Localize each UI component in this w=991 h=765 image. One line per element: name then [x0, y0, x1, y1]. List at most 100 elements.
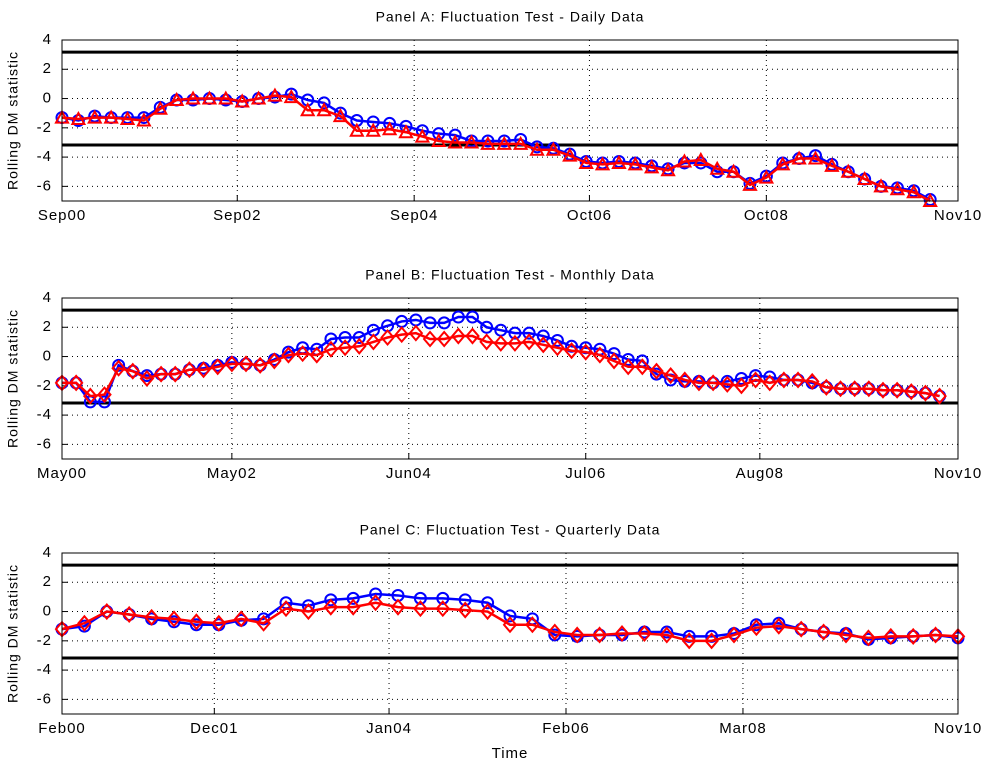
marker: [210, 358, 226, 376]
marker: [465, 327, 480, 345]
marker: [529, 141, 545, 156]
marker: [856, 170, 873, 186]
marker: [620, 358, 636, 376]
plot-area: [62, 553, 958, 714]
x-tick-label: Oct08: [744, 207, 789, 224]
y-tick-label: -6: [37, 435, 52, 452]
marker: [437, 316, 451, 330]
marker: [889, 381, 905, 399]
plot-frame: [61, 297, 959, 460]
marker: [125, 362, 141, 380]
marker: [928, 626, 943, 644]
marker: [578, 154, 594, 169]
marker: [166, 610, 182, 628]
marker: [497, 134, 511, 148]
chart-title: Panel C: Fluctuation Test - Quarterly Da…: [360, 522, 661, 538]
marker: [381, 121, 398, 136]
marker: [578, 343, 594, 361]
marker: [87, 109, 103, 124]
marker: [481, 134, 495, 148]
marker: [99, 603, 115, 621]
marker: [649, 362, 664, 380]
marker: [153, 365, 169, 383]
marker: [791, 150, 807, 165]
x-tick-label: Jan04: [366, 720, 412, 737]
marker: [480, 603, 495, 621]
marker: [819, 378, 834, 396]
marker: [883, 627, 899, 645]
y-tick-label: 4: [43, 31, 52, 48]
marker: [512, 135, 529, 150]
marker: [111, 359, 126, 377]
marker: [521, 333, 537, 351]
marker: [413, 600, 428, 618]
x-tick-label: May00: [37, 465, 87, 482]
marker: [677, 371, 693, 389]
x-tick-label: Feb06: [542, 720, 590, 737]
marker: [390, 598, 406, 616]
marker: [840, 163, 856, 178]
marker: [185, 90, 201, 105]
marker: [338, 331, 352, 345]
marker: [569, 626, 585, 644]
marker: [398, 124, 414, 139]
marker: [436, 591, 450, 605]
marker: [918, 384, 933, 402]
marker: [906, 184, 922, 199]
y-tick-label: -2: [37, 377, 52, 394]
y-axis-label: Rolling DM statistic: [5, 564, 21, 703]
marker: [447, 134, 463, 149]
x-tick-label: Dec01: [190, 720, 238, 737]
marker: [681, 632, 697, 650]
plot-area: [62, 298, 958, 459]
marker: [536, 329, 550, 343]
marker: [903, 383, 919, 401]
marker: [607, 347, 621, 361]
panel: Panel B: Fluctuation Test - Monthly Data…: [5, 267, 981, 482]
marker: [758, 169, 775, 184]
marker: [525, 616, 540, 634]
marker: [408, 324, 424, 342]
x-tick-label: Jul06: [565, 465, 606, 482]
marker: [300, 102, 316, 117]
marker: [448, 128, 462, 142]
plot-area: [62, 40, 958, 201]
marker: [316, 102, 332, 117]
marker: [103, 109, 119, 124]
marker: [323, 598, 339, 616]
marker: [496, 135, 512, 150]
marker: [77, 614, 92, 632]
x-tick-label: Sep04: [390, 207, 438, 224]
y-tick-label: -2: [37, 119, 52, 136]
marker: [861, 629, 876, 647]
marker: [493, 334, 509, 352]
marker: [366, 333, 381, 351]
marker: [295, 345, 310, 363]
marker: [278, 600, 294, 618]
marker: [734, 372, 748, 385]
y-tick-label: 2: [43, 318, 52, 335]
marker: [366, 115, 380, 129]
marker: [790, 371, 806, 389]
marker: [833, 380, 848, 398]
x-tick-label: Nov10: [934, 207, 982, 224]
marker: [238, 355, 254, 373]
marker: [309, 346, 325, 364]
marker: [167, 365, 183, 383]
panel: Panel C: Fluctuation Test - Quarterly Da…: [5, 522, 981, 762]
marker: [267, 352, 282, 370]
marker: [592, 626, 607, 644]
marker: [267, 87, 283, 102]
marker: [465, 310, 479, 324]
marker: [545, 141, 562, 156]
marker: [873, 178, 889, 193]
marker: [621, 352, 635, 366]
marker: [748, 371, 763, 389]
marker: [480, 320, 494, 334]
marker: [592, 346, 608, 364]
y-tick-label: -4: [37, 406, 52, 423]
marker: [659, 626, 675, 644]
y-tick-label: 0: [43, 603, 52, 620]
marker: [369, 587, 383, 601]
